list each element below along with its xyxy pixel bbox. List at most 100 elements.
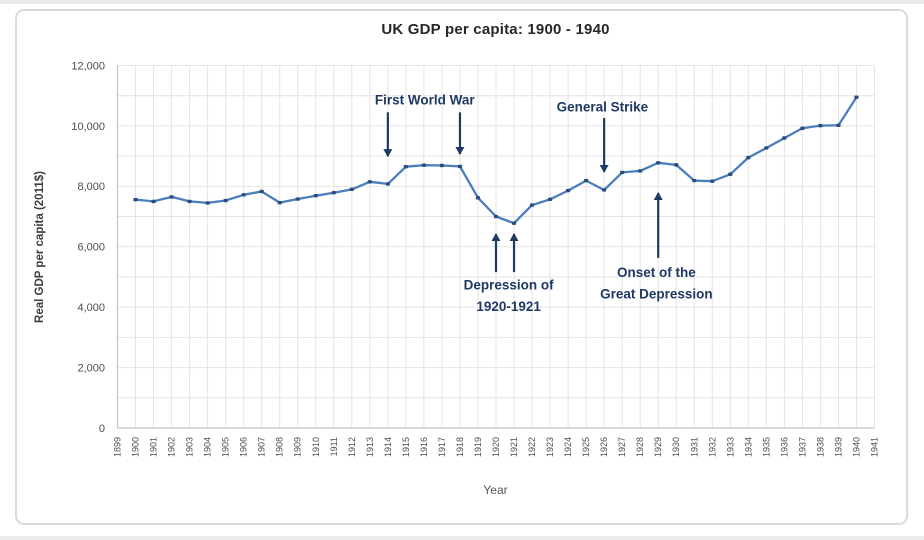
data-point-marker [800,126,805,131]
data-point-marker [529,203,535,207]
data-point-marker [602,188,607,192]
chart-title: UK GDP per capita: 1900 - 1940 [381,21,610,38]
data-point-marker [223,198,228,203]
x-tick-label: 1927 [617,437,627,457]
x-tick-label: 1919 [473,437,483,457]
data-point-marker [728,172,733,176]
data-point-marker [313,193,318,198]
data-point-marker [475,196,481,200]
y-tick-label: 6,000 [77,242,105,254]
x-tick-label: 1924 [563,437,573,457]
data-point-marker [620,170,625,175]
x-tick-label: 1900 [131,437,141,457]
data-point-marker [187,199,192,204]
y-tick-label: 0 [99,423,105,435]
x-axis-title: Year [483,483,508,497]
data-point-marker [169,195,174,199]
data-point-marker [638,169,643,173]
x-tick-label: 1923 [545,437,555,457]
x-tick-label: 1933 [725,437,735,457]
data-point-marker [439,163,445,168]
data-point-marker [421,163,427,167]
data-point-marker [674,163,679,167]
data-point-marker [710,179,715,183]
data-point-marker [385,182,390,186]
x-tick-label: 1934 [743,437,753,457]
window-edge-bottom [0,536,924,540]
data-point-marker [547,197,553,202]
x-tick-label: 1932 [707,437,717,457]
x-tick-label: 1912 [347,437,357,457]
x-tick-label: 1906 [239,437,249,457]
x-tick-label: 1903 [185,437,195,457]
annotation-text: First World War [375,93,476,108]
data-point-marker [764,146,769,150]
x-tick-label: 1910 [311,437,321,457]
y-tick-label: 10,000 [71,121,105,133]
x-tick-label: 1938 [815,437,825,457]
x-tick-label: 1920 [491,437,501,457]
y-tick-label: 12,000 [71,60,105,72]
x-tick-label: 1911 [329,437,339,456]
x-tick-label: 1904 [203,437,213,457]
data-point-marker [259,189,264,194]
annotation-text: General Strike [557,100,649,115]
data-point-marker [133,197,138,202]
x-tick-label: 1907 [257,437,267,457]
data-point-marker [565,188,571,193]
data-point-marker [836,123,841,128]
data-point-marker [295,197,300,201]
y-tick-label: 2,000 [77,362,105,374]
x-tick-label: 1913 [365,437,375,457]
data-point-marker [205,201,210,205]
data-point-marker [511,221,517,225]
x-tick-label: 1905 [221,437,231,457]
data-point-marker [241,193,246,197]
x-tick-label: 1929 [653,437,663,457]
data-point-marker [818,123,823,128]
x-tick-label: 1928 [635,437,645,457]
annotation-text: Depression of 1920-1921 [464,277,555,314]
y-tick-label: 4,000 [77,302,105,314]
data-point-marker [457,164,463,169]
x-tick-label: 1916 [419,437,429,457]
x-tick-label: 1941 [870,437,880,457]
x-tick-label: 1901 [149,437,159,457]
y-tick-label: 8,000 [77,181,105,193]
data-point-marker [584,178,589,183]
data-point-marker [782,136,787,140]
chart-frame [15,9,908,525]
x-tick-label: 1909 [293,437,303,457]
data-point-marker [692,178,697,183]
data-point-marker [746,155,751,160]
x-tick-label: 1940 [851,437,861,457]
x-tick-label: 1915 [401,437,411,457]
window-edge-top [0,0,924,4]
x-tick-label: 1930 [671,437,681,457]
data-point-marker [277,200,282,205]
data-point-marker [349,187,354,192]
data-point-marker [854,95,859,99]
data-point-marker [151,199,156,204]
x-tick-label: 1926 [599,437,609,457]
x-tick-label: 1914 [383,437,393,457]
x-tick-label: 1921 [509,437,519,457]
data-point-marker [403,164,408,169]
x-tick-label: 1918 [455,437,465,457]
x-tick-label: 1908 [275,437,285,457]
data-point-marker [331,190,336,195]
x-tick-label: 1931 [689,437,699,457]
x-tick-label: 1935 [761,437,771,457]
x-tick-label: 1939 [833,437,843,457]
x-tick-label: 1922 [527,437,537,457]
x-tick-label: 1917 [437,437,447,457]
data-point-marker [493,214,499,219]
x-tick-label: 1899 [113,437,123,457]
annotation-text: Onset of the Great Depression [600,265,713,302]
data-point-marker [367,180,372,184]
x-tick-label: 1937 [797,437,807,457]
x-tick-label: 1936 [779,437,789,457]
x-tick-label: 1902 [167,437,177,457]
